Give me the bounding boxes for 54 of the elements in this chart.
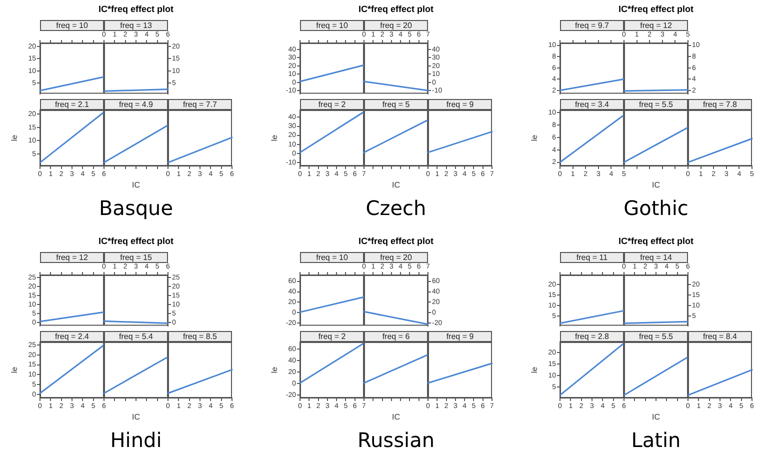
x-axis-title: IC xyxy=(132,180,140,190)
chart-title: freq = 11 xyxy=(576,253,608,262)
chart-title: freq = 5 xyxy=(382,100,410,110)
chart-title: freq = 12 xyxy=(56,253,88,262)
chart-title: freq = 20 xyxy=(380,21,412,30)
chart-title: freq = 2 xyxy=(318,332,346,342)
text: Russian xyxy=(357,428,435,452)
y-axis-title: le xyxy=(270,134,280,142)
chart-title: freq = 8.4 xyxy=(702,332,738,342)
text: Latin xyxy=(631,428,681,452)
y-axis-title: le xyxy=(270,366,280,374)
chart-title: freq = 20 xyxy=(380,253,412,262)
chart-title: freq = 2.4 xyxy=(54,332,90,342)
text: IC*freq effect plot xyxy=(98,236,174,246)
text: Gothic xyxy=(624,196,688,220)
chart-title: freq = 15 xyxy=(120,253,152,262)
chart-title: freq = 13 xyxy=(120,21,152,30)
chart-title: freq = 10 xyxy=(316,253,348,262)
chart-title: freq = 12 xyxy=(640,21,672,30)
x-axis-title: IC xyxy=(652,412,660,422)
x-axis-title: IC xyxy=(392,180,400,190)
y-axis-title: le xyxy=(530,366,540,374)
chart-title: freq = 5.4 xyxy=(118,332,154,342)
text: IC*freq effect plot xyxy=(98,4,174,14)
text: Basque xyxy=(98,196,174,220)
chart-title: freq = 7.8 xyxy=(702,100,738,110)
y-axis-title: le xyxy=(10,134,20,142)
chart-title: freq = 4.9 xyxy=(118,100,154,110)
chart-title: freq = 3.4 xyxy=(574,100,610,110)
chart-title: freq = 2.8 xyxy=(574,332,610,342)
chart-title: freq = 9 xyxy=(446,332,474,342)
chart-title: freq = 2.1 xyxy=(54,100,90,110)
chart-title: freq = 8.5 xyxy=(182,332,218,342)
chart-title: freq = 7.7 xyxy=(182,100,218,110)
chart-title: freq = 5.5 xyxy=(638,100,674,110)
chart-title: freq = 14 xyxy=(640,253,672,262)
text: IC*freq effect plot xyxy=(358,236,434,246)
y-axis-title: le xyxy=(530,134,540,142)
text: IC*freq effect plot xyxy=(358,4,434,14)
chart-title: freq = 5.5 xyxy=(638,332,674,342)
chart-title: freq = 6 xyxy=(382,332,410,342)
chart-title: freq = 9 xyxy=(446,100,474,110)
text: IC*freq effect plot xyxy=(618,236,694,246)
chart-title: freq = 9.7 xyxy=(574,21,610,30)
y-axis-title: le xyxy=(10,366,20,374)
chart-title: freq = 10 xyxy=(56,21,88,30)
x-axis-title: IC xyxy=(392,412,400,422)
text: IC*freq effect plot xyxy=(618,4,694,14)
x-axis-title: IC xyxy=(652,180,660,190)
chart-title: freq = 2 xyxy=(318,100,346,110)
x-axis-title: IC xyxy=(132,412,140,422)
chart-title: freq = 10 xyxy=(316,21,348,30)
text: Hindi xyxy=(110,428,162,452)
text: Czech xyxy=(366,196,426,220)
